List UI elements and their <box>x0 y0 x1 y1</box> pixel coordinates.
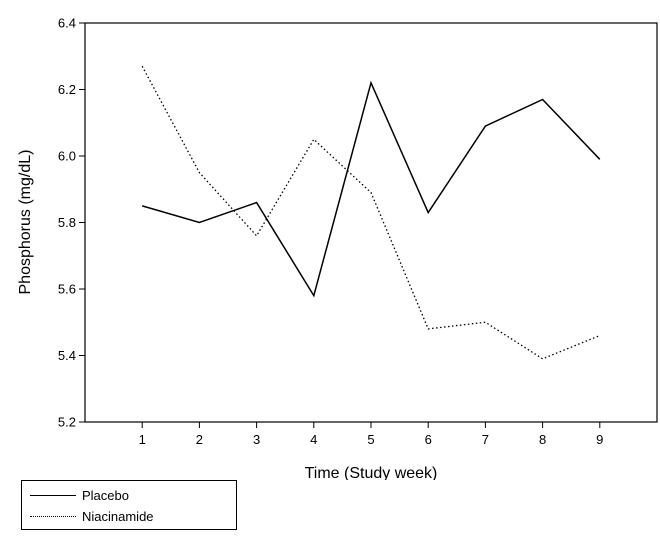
x-tick-label-6: 7 <box>482 432 489 447</box>
x-axis: 1 2 3 4 5 6 7 8 9 <box>139 422 603 447</box>
y-tick-label-2: 5.6 <box>58 282 76 297</box>
y-axis: 5.2 5.4 5.6 5.8 6.0 6.2 6.4 <box>58 16 85 430</box>
y-tick-label-4: 6.0 <box>58 149 76 164</box>
y-axis-title: Phosphorus (mg/dL) <box>17 150 34 295</box>
series-layer <box>141 65 601 360</box>
x-tick-label-5: 6 <box>425 432 432 447</box>
y-tick-label-5: 6.2 <box>58 82 76 97</box>
series-line-niacinamide <box>141 65 601 360</box>
legend-label-niacinamide: Niacinamide <box>82 508 154 524</box>
x-tick-label-3: 4 <box>310 432 317 447</box>
x-tick-label-1: 2 <box>196 432 203 447</box>
legend-swatch-placebo <box>30 494 76 496</box>
legend-label-placebo: Placebo <box>82 487 129 503</box>
x-tick-label-4: 5 <box>367 432 374 447</box>
x-tick-label-2: 3 <box>253 432 260 447</box>
y-tick-label-0: 5.2 <box>58 415 76 430</box>
legend-item-placebo: Placebo <box>30 485 129 505</box>
legend-item-niacinamide: Niacinamide <box>30 506 154 526</box>
x-axis-title: Time (Study week) <box>305 465 438 480</box>
line-chart: 5.2 5.4 5.6 5.8 6.0 6.2 6.4 1 2 3 4 5 6 7 8 9 Time (St… <box>17 16 658 480</box>
x-tick-label-0: 1 <box>139 432 146 447</box>
series-line-placebo <box>141 80 601 298</box>
y-tick-label-6: 6.4 <box>58 16 76 31</box>
legend-swatch-niacinamide <box>30 515 76 517</box>
x-tick-label-7: 8 <box>539 432 546 447</box>
x-tick-label-8: 9 <box>596 432 603 447</box>
y-tick-label-3: 5.8 <box>58 215 76 230</box>
legend: Placebo Niacinamide <box>21 480 237 530</box>
y-tick-label-1: 5.4 <box>58 348 76 363</box>
